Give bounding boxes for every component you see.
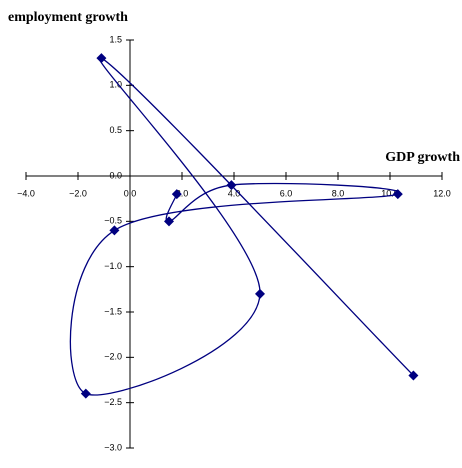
x-tick-label: 12.0: [433, 188, 451, 198]
y-tick-label: −2.5: [104, 397, 122, 407]
y-tick-label: −2.0: [104, 352, 122, 362]
y-tick-label: −1.0: [104, 261, 122, 271]
x-tick-label: −2.0: [69, 188, 87, 198]
y-tick-label: 0.5: [109, 125, 122, 135]
x-tick-label: 8.0: [332, 188, 345, 198]
x-tick-label: 2.0: [176, 188, 189, 198]
x-tick-label: 0.0: [124, 188, 137, 198]
y-tick-label: 1.0: [109, 80, 122, 90]
y-axis-label: employment growth: [8, 10, 128, 25]
y-tick-label: 1.5: [109, 34, 122, 44]
point: [255, 288, 265, 299]
y-tick-label: −3.0: [104, 442, 122, 452]
point: [171, 189, 182, 200]
y-tick-label: 0.0: [109, 170, 122, 180]
series-line: [69, 57, 414, 396]
point: [96, 53, 107, 64]
point: [109, 225, 120, 236]
y-tick-label: −0.5: [104, 216, 122, 226]
point: [80, 388, 91, 399]
x-tick-label: 10.0: [381, 188, 399, 198]
x-axis-label: GDP growth: [385, 150, 460, 165]
x-tick-label: 6.0: [280, 188, 293, 198]
y-tick-label: −1.5: [104, 306, 122, 316]
point: [408, 370, 419, 381]
point: [392, 189, 403, 200]
point: [226, 180, 237, 191]
point: [164, 216, 174, 227]
x-tick-label: −4.0: [17, 188, 35, 198]
x-tick-label: 4.0: [228, 188, 241, 198]
